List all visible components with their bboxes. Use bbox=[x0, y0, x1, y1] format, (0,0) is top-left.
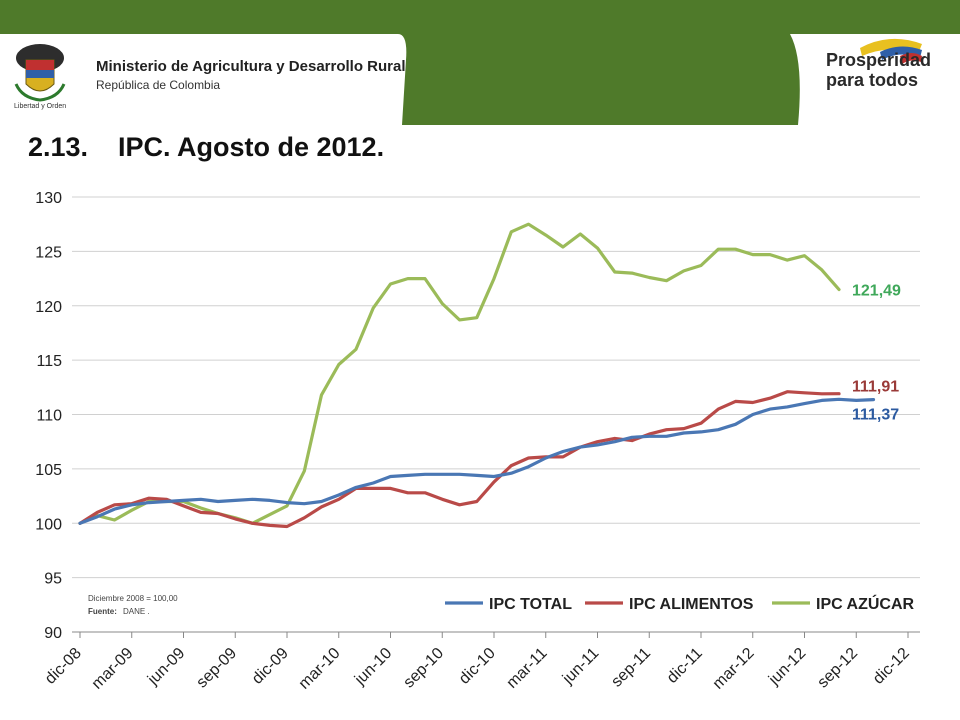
end-label-total: 111,37 bbox=[852, 407, 899, 424]
x-tick-dic-09: dic-09 bbox=[249, 645, 292, 688]
y-tick-90: 90 bbox=[44, 625, 62, 642]
brand-line-2: para todos bbox=[826, 70, 919, 90]
end-label-azucar: 121,49 bbox=[852, 283, 901, 300]
slide-title-text: IPC. Agosto de 2012. bbox=[118, 132, 385, 162]
ministry-name: Ministerio de Agricultura y Desarrollo R… bbox=[96, 58, 406, 75]
republic-name: República de Colombia bbox=[96, 78, 221, 92]
chart-legend: IPC TOTAL IPC ALIMENTOS IPC AZÚCAR bbox=[445, 594, 915, 613]
prosperidad-logo-icon bbox=[860, 38, 922, 64]
y-tick-115: 115 bbox=[36, 353, 62, 370]
base-note: Diciembre 2008 = 100,00 bbox=[88, 594, 178, 603]
chart-series bbox=[78, 222, 876, 529]
x-tick-mar-09: mar-09 bbox=[89, 645, 137, 693]
source-label: Fuente: bbox=[88, 607, 117, 616]
legend-label-1: IPC ALIMENTOS bbox=[629, 596, 754, 613]
series-line-ipc-total bbox=[78, 397, 876, 525]
chart-gridlines bbox=[72, 196, 920, 633]
x-tick-jun-11: jun-11 bbox=[559, 645, 602, 688]
y-tick-105: 105 bbox=[35, 462, 62, 479]
y-tick-130: 130 bbox=[35, 190, 62, 207]
y-axis-tick-labels: 130 125 120 115 110 105 100 95 90 bbox=[35, 190, 62, 642]
chart-end-labels: 121,49 111,91 111,37 bbox=[852, 283, 901, 424]
legend-label-2: IPC AZÚCAR bbox=[816, 594, 915, 613]
header-white-panel bbox=[0, 34, 407, 125]
y-tick-95: 95 bbox=[44, 571, 62, 588]
x-tick-mar-11: mar-11 bbox=[504, 645, 551, 692]
legend-label-0: IPC TOTAL bbox=[489, 596, 572, 613]
y-tick-110: 110 bbox=[36, 408, 62, 425]
x-tick-dic-11: dic-11 bbox=[664, 645, 706, 687]
x-tick-dic-12: dic-12 bbox=[870, 645, 913, 688]
x-tick-mar-12: mar-12 bbox=[710, 645, 758, 693]
y-tick-125: 125 bbox=[35, 244, 62, 261]
source-value: DANE . bbox=[123, 607, 150, 616]
x-tick-jun-09: jun-09 bbox=[144, 645, 188, 689]
x-tick-jun-10: jun-10 bbox=[351, 645, 395, 689]
x-tick-jun-12: jun-12 bbox=[765, 645, 809, 689]
chart-notes: Diciembre 2008 = 100,00 Fuente: DANE . bbox=[88, 594, 178, 616]
header-banner bbox=[0, 0, 960, 125]
series-line-ipc-alimentos bbox=[78, 390, 841, 529]
y-tick-120: 120 bbox=[35, 299, 62, 316]
x-tick-dic-08: dic-08 bbox=[42, 645, 85, 688]
coat-of-arms-icon bbox=[14, 44, 66, 102]
x-tick-dic-10: dic-10 bbox=[456, 645, 499, 688]
x-tick-sep-11: sep-11 bbox=[608, 645, 654, 691]
y-tick-100: 100 bbox=[35, 516, 62, 533]
slide-number: 2.13. bbox=[28, 132, 89, 162]
x-tick-mar-10: mar-10 bbox=[296, 645, 344, 693]
x-tick-sep-09: sep-09 bbox=[193, 645, 240, 692]
x-tick-sep-12: sep-12 bbox=[814, 645, 861, 692]
motto-text: Libertad y Orden bbox=[14, 103, 67, 110]
slide-title: 2.13. IPC. Agosto de 2012. bbox=[28, 132, 384, 163]
end-label-alimentos: 111,91 bbox=[852, 379, 899, 396]
series-line-ipc-az-car bbox=[78, 222, 841, 525]
brand-line-1: Prosperidad bbox=[826, 50, 932, 70]
x-tick-sep-10: sep-10 bbox=[400, 645, 447, 692]
x-axis: dic-08 mar-09 jun-09 sep-09 dic-09 mar-10 jun-… bbox=[42, 631, 920, 693]
